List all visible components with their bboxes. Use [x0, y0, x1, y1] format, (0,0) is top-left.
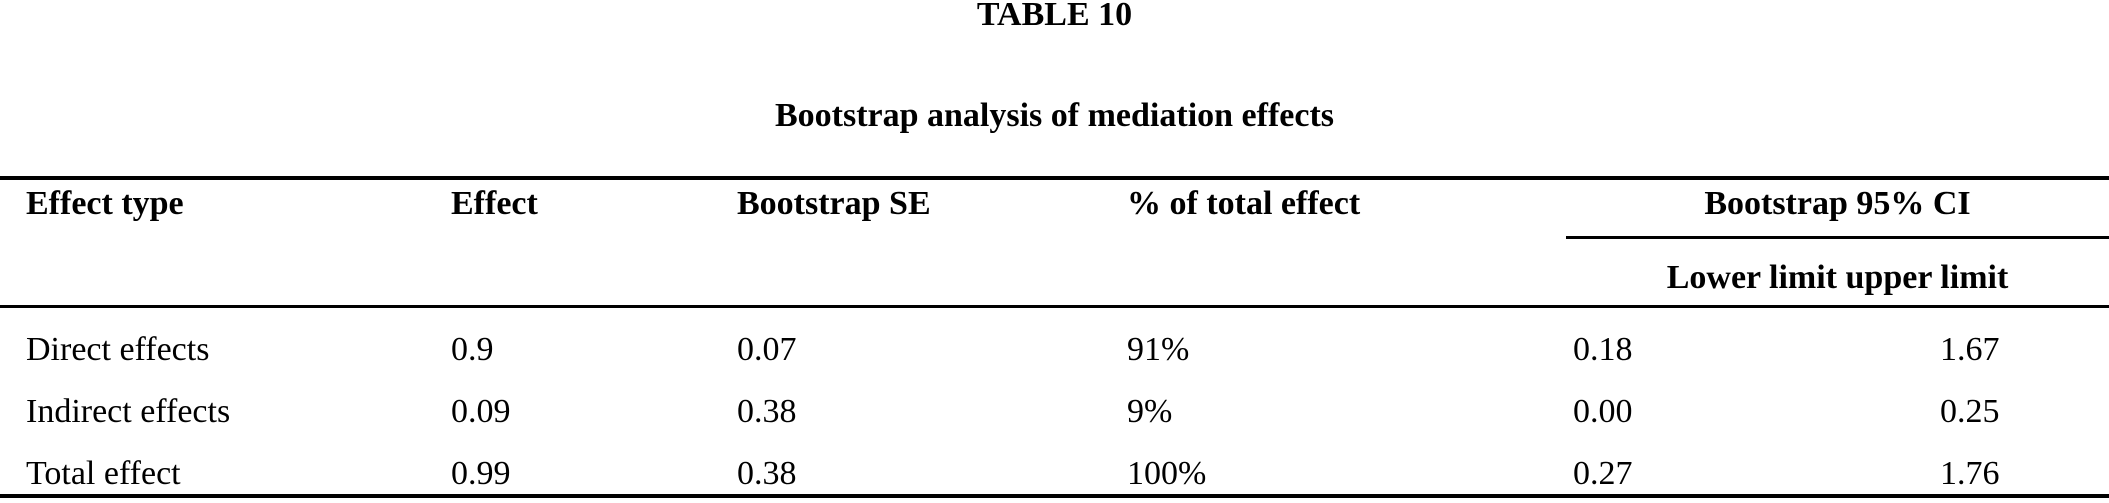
table-header-divider-rule: [0, 305, 2109, 308]
cell-effect: 0.99: [451, 455, 511, 492]
cell-ci-upper: 1.76: [1940, 455, 2000, 492]
table-row-indirect-effects: Indirect effects 0.09 0.38 9% 0.00 0.25: [0, 370, 2109, 432]
cell-effect: 0.09: [451, 393, 511, 430]
mediation-effects-table: Effect type Effect Bootstrap SE % of tot…: [0, 176, 2109, 498]
cell-effect: 0.9: [451, 331, 494, 368]
cell-effect-type: Direct effects: [26, 331, 210, 368]
table-header-row: Effect type Effect Bootstrap SE % of tot…: [0, 180, 2109, 239]
cell-pct-total: 9%: [1127, 393, 1173, 430]
cell-ci-lower: 0.00: [1573, 393, 1633, 430]
table-bottom-rule: [0, 494, 2109, 498]
cell-pct-total: 91%: [1127, 331, 1190, 368]
table-top-rule: [0, 176, 2109, 180]
col-header-pct-total-effect: % of total effect: [1127, 185, 1361, 222]
table-subheader-row: Lower limit upper limit: [0, 239, 2109, 305]
cell-bootstrap-se: 0.07: [737, 331, 797, 368]
col-header-effect-type: Effect type: [26, 185, 184, 222]
col-header-bootstrap-ci-group: Bootstrap 95% CI: [1566, 180, 2109, 239]
cell-pct-total: 100%: [1127, 455, 1207, 492]
cell-ci-upper: 0.25: [1940, 393, 2000, 430]
cell-bootstrap-se: 0.38: [737, 455, 797, 492]
cell-ci-upper: 1.67: [1940, 331, 2000, 368]
cell-bootstrap-se: 0.38: [737, 393, 797, 430]
table-row-total-effect: Total effect 0.99 0.38 100% 0.27 1.76: [0, 432, 2109, 494]
col-header-bootstrap-se: Bootstrap SE: [737, 185, 931, 222]
cell-effect-type: Total effect: [26, 455, 181, 492]
col-header-effect: Effect: [451, 185, 538, 222]
table-caption: Bootstrap analysis of mediation effects: [774, 97, 1335, 134]
col-subheader-ci-limits: Lower limit upper limit: [1666, 259, 2009, 296]
cell-ci-lower: 0.18: [1573, 331, 1633, 368]
table-row-direct-effects: Direct effects 0.9 0.07 91% 0.18 1.67: [0, 308, 2109, 370]
cell-ci-lower: 0.27: [1573, 455, 1633, 492]
table-label: TABLE 10: [976, 0, 1133, 33]
cell-effect-type: Indirect effects: [26, 393, 231, 430]
